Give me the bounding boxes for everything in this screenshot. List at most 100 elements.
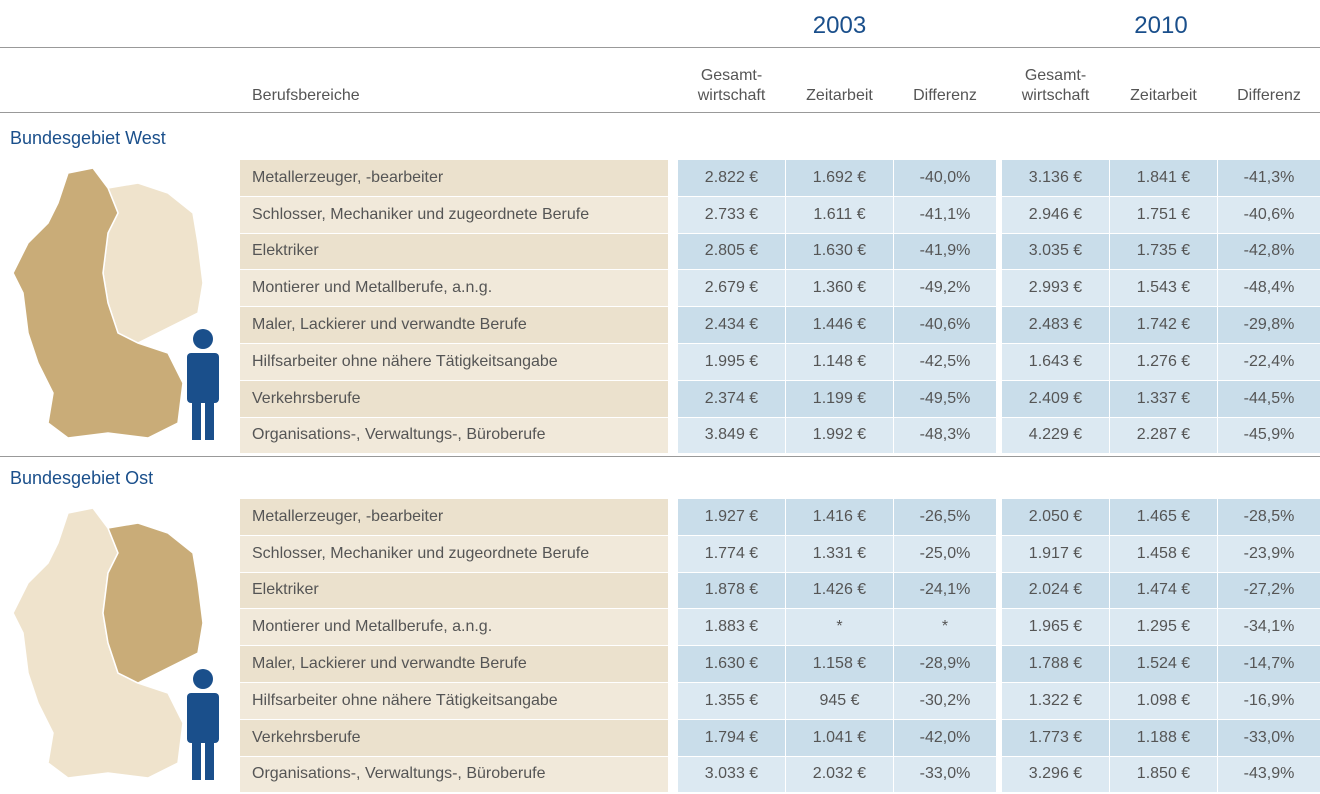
section-title: Bundesgebiet West [10, 128, 166, 148]
value-cell: 1.850 € [1110, 756, 1217, 793]
value-cell: 2.483 € [1002, 307, 1109, 343]
value-cell: -48,4% [1218, 270, 1320, 307]
value-cell: 1.774 € [678, 535, 785, 572]
column-header-line: Differenz [913, 87, 977, 104]
value-cell: -27,2% [1218, 572, 1320, 609]
value-cell: 1.927 € [678, 499, 785, 535]
value-cell: 1.458 € [1110, 535, 1217, 572]
value-cell: -41,9% [894, 233, 996, 270]
value-cell: 1.188 € [1110, 719, 1217, 756]
map-west [12, 167, 219, 440]
value-cell: -33,0% [1218, 719, 1320, 756]
value-cell: 2.993 € [1002, 270, 1109, 307]
value-cell: -26,5% [894, 499, 996, 535]
rule [0, 112, 1320, 113]
value-cell: 4.229 € [1002, 417, 1109, 454]
value-cell: 1.643 € [1002, 344, 1109, 380]
value-cell: -41,3% [1218, 160, 1320, 196]
value-cell: 1.416 € [786, 499, 893, 535]
value-cell: * [786, 609, 893, 646]
value-cell: 1.041 € [786, 719, 893, 756]
value-cell: 1.543 € [1110, 270, 1217, 307]
value-cell: -22,4% [1218, 344, 1320, 380]
value-cell: 2.032 € [786, 756, 893, 793]
value-cell: -42,5% [894, 344, 996, 380]
value-cell: -28,5% [1218, 499, 1320, 535]
value-cell: 1.751 € [1110, 196, 1217, 233]
value-cell: 1.524 € [1110, 646, 1217, 682]
row-label: Montierer und Metallberufe, a.n.g. [240, 270, 668, 307]
value-cell: -29,8% [1218, 307, 1320, 343]
value-cell: 1.735 € [1110, 233, 1217, 270]
value-cell: 1.630 € [786, 233, 893, 270]
value-cell: 1.337 € [1110, 380, 1217, 417]
value-cell: 1.773 € [1002, 719, 1109, 756]
row-label: Organisations-, Verwaltungs-, Büroberufe [240, 417, 668, 454]
value-cell: 1.788 € [1002, 646, 1109, 682]
value-cell: 3.033 € [678, 756, 785, 793]
row-label: Maler, Lackierer und verwandte Berufe [240, 646, 668, 682]
value-cell: 1.692 € [786, 160, 893, 196]
value-cell: 2.733 € [678, 196, 785, 233]
value-cell: 2.024 € [1002, 572, 1109, 609]
column-header-line: wirtschaft [697, 87, 766, 104]
value-cell: 1.611 € [786, 196, 893, 233]
row-label: Schlosser, Mechaniker und zugeordnete Be… [240, 535, 668, 572]
column-header: Differenz [894, 86, 996, 106]
value-cell: 1.742 € [1110, 307, 1217, 343]
row-label: Organisations-, Verwaltungs-, Büroberufe [240, 756, 668, 793]
row-label: Maler, Lackierer und verwandte Berufe [240, 307, 668, 343]
value-cell: -43,9% [1218, 756, 1320, 793]
value-cell: -28,9% [894, 646, 996, 682]
value-cell: -25,0% [894, 535, 996, 572]
value-cell: 945 € [786, 683, 893, 719]
value-cell: 1.331 € [786, 535, 893, 572]
value-cell: 1.426 € [786, 572, 893, 609]
value-cell: -40,6% [894, 307, 996, 343]
row-label: Schlosser, Mechaniker und zugeordnete Be… [240, 196, 668, 233]
column-header: Zeitarbeit [1110, 86, 1217, 106]
value-cell: -23,9% [1218, 535, 1320, 572]
rule [0, 456, 1320, 457]
value-cell: 2.434 € [678, 307, 785, 343]
value-cell: -49,5% [894, 380, 996, 417]
value-cell: -40,0% [894, 160, 996, 196]
year-header: 2003 [812, 12, 867, 39]
value-cell: 2.679 € [678, 270, 785, 307]
row-label: Montierer und Metallberufe, a.n.g. [240, 609, 668, 646]
rule [0, 47, 1320, 48]
value-cell: 3.296 € [1002, 756, 1109, 793]
row-label: Verkehrsberufe [240, 380, 668, 417]
value-cell: 1.098 € [1110, 683, 1217, 719]
row-label: Elektriker [240, 572, 668, 609]
value-cell: 2.409 € [1002, 380, 1109, 417]
value-cell: 1.878 € [678, 572, 785, 609]
year-header: 2010 [1134, 12, 1188, 39]
value-cell: 1.992 € [786, 417, 893, 454]
value-cell: 2.050 € [1002, 499, 1109, 535]
value-cell: 2.822 € [678, 160, 785, 196]
row-label: Hilfsarbeiter ohne nähere Tätigkeitsanga… [240, 344, 668, 380]
value-cell: 1.965 € [1002, 609, 1109, 646]
value-cell: 1.199 € [786, 380, 893, 417]
column-header-line: Zeitarbeit [1130, 87, 1197, 104]
value-cell: 1.474 € [1110, 572, 1217, 609]
value-cell: 1.883 € [678, 609, 785, 646]
value-cell: 1.322 € [1002, 683, 1109, 719]
value-cell: -16,9% [1218, 683, 1320, 719]
value-cell: -42,8% [1218, 233, 1320, 270]
value-cell: -24,1% [894, 572, 996, 609]
value-cell: -49,2% [894, 270, 996, 307]
map-east [12, 507, 219, 780]
value-cell: 2.805 € [678, 233, 785, 270]
row-label: Metallerzeuger, -bearbeiter [240, 160, 668, 196]
value-cell: -30,2% [894, 683, 996, 719]
value-cell: 1.917 € [1002, 535, 1109, 572]
value-cell: -44,5% [1218, 380, 1320, 417]
value-cell: 1.355 € [678, 683, 785, 719]
column-header-line: Zeitarbeit [806, 87, 873, 104]
row-label: Elektriker [240, 233, 668, 270]
value-cell: 2.287 € [1110, 417, 1217, 454]
value-cell: -45,9% [1218, 417, 1320, 454]
